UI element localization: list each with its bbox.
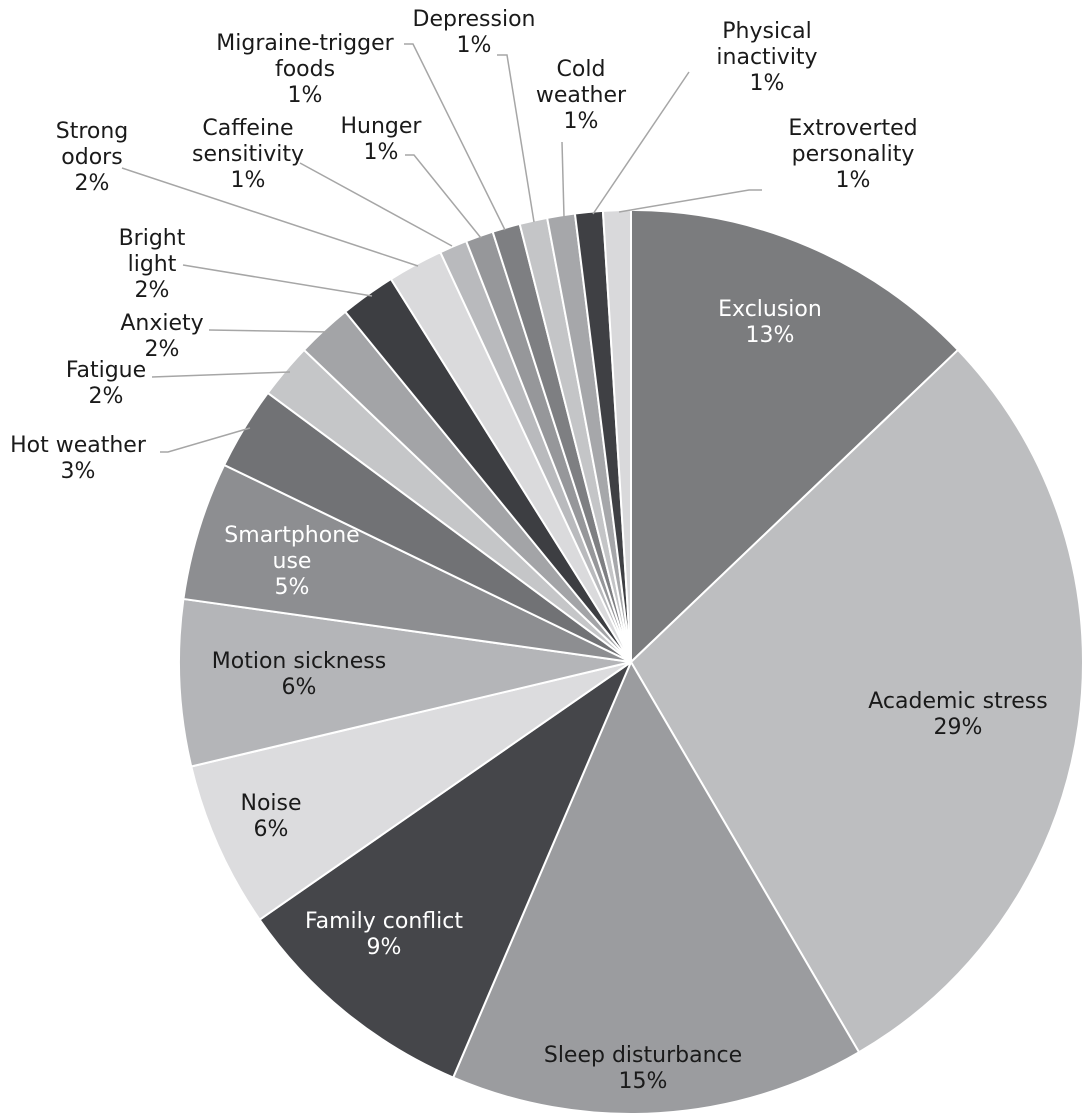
slice-name-label: Cold (557, 57, 606, 82)
pie-slice (178, 597, 632, 768)
slice-value-label: 2% (145, 337, 180, 362)
leader-lines (121, 43, 762, 453)
slice-name-label: use (273, 549, 312, 574)
slice-value-label: 9% (367, 935, 402, 960)
slice-value-label: 1% (288, 83, 323, 108)
pie-slice (630, 208, 960, 665)
slice-name-label: Physical (722, 19, 812, 44)
slice-name-label: foods (275, 57, 335, 82)
slice-name-label: Hot weather (10, 433, 147, 458)
leader-line (182, 264, 373, 297)
slice-value-label: 6% (254, 817, 289, 842)
slice-value-label: 1% (457, 33, 492, 58)
slice-value-label: 1% (364, 140, 399, 165)
slice-label: Depression 1% (413, 7, 536, 58)
slice-name-label: personality (792, 142, 915, 167)
slice-name-label: Exclusion (718, 297, 822, 322)
slice-name-label: Caffeine (202, 116, 293, 141)
leader-line (151, 371, 291, 378)
slice-label: Hot weather 3% (10, 433, 147, 484)
slice-label: Fatigue 2% (66, 358, 146, 409)
slice-label: Cold weather 1% (536, 57, 627, 134)
slice-label: Bright light 2% (119, 226, 186, 303)
slice-name-label: Fatigue (66, 358, 146, 383)
slice-value-label: 29% (934, 715, 983, 740)
slice-name-label: inactivity (716, 45, 817, 70)
slice-label: Academic stress 29% (868, 689, 1047, 740)
slice-label: Hunger 1% (341, 114, 423, 165)
slice-name-label: Hunger (341, 114, 423, 139)
slice-label: Smartphone use 5% (224, 523, 359, 600)
slice-value-label: 2% (89, 384, 124, 409)
slice-label: Physical inactivity 1% (716, 19, 817, 96)
slice-labels: Exclusion 13% Academic stress 29% Sleep dist… (10, 7, 1048, 1094)
leader-line (497, 54, 535, 223)
slice-name-label: Migraine-trigger (216, 31, 394, 56)
leader-line (299, 162, 453, 247)
slice-name-label: Bright (119, 226, 186, 251)
pie-slice (258, 659, 634, 1079)
slice-name-label: Depression (413, 7, 536, 32)
slice-name-label: Smartphone (224, 523, 359, 548)
slice-label: Anxiety 2% (120, 311, 203, 362)
slice-name-label: Extroverted (788, 116, 917, 141)
slice-value-label: 5% (275, 575, 310, 600)
leader-line (592, 71, 690, 215)
slice-label: Extroverted personality 1% (788, 116, 917, 193)
leader-line (121, 167, 419, 267)
slice-name-label: Sleep disturbance (544, 1043, 742, 1068)
slice-label: Sleep disturbance 15% (544, 1043, 742, 1094)
slice-label: Caffeine sensitivity 1% (192, 116, 304, 193)
leader-line (561, 141, 565, 218)
slice-label: Exclusion 13% (718, 297, 822, 348)
slice-label: Migraine-trigger foods 1% (216, 31, 394, 108)
slice-value-label: 6% (282, 675, 317, 700)
pie-slice (451, 659, 861, 1115)
slice-value-label: 1% (564, 109, 599, 134)
slice-value-label: 1% (750, 71, 785, 96)
slice-value-label: 2% (75, 171, 110, 196)
slice-value-label: 2% (135, 278, 170, 303)
slice-name-label: light (128, 252, 177, 277)
leader-line (618, 189, 762, 213)
leader-line (404, 43, 506, 231)
slice-name-label: weather (536, 83, 627, 108)
slice-label: Strong odors 2% (56, 119, 129, 196)
leader-line (160, 427, 251, 453)
slice-value-label: 3% (61, 459, 96, 484)
slice-label: Family conflict 9% (305, 909, 463, 960)
slice-name-label: Noise (240, 791, 301, 816)
leader-line (208, 329, 331, 333)
pie-slices (178, 208, 1083, 1115)
slice-label: Noise 6% (240, 791, 301, 842)
slice-name-label: Motion sickness (212, 649, 386, 674)
slice-value-label: 1% (836, 168, 871, 193)
slice-value-label: 13% (746, 323, 795, 348)
slice-value-label: 1% (231, 168, 266, 193)
slice-label: Motion sickness 6% (212, 649, 386, 700)
pie-slice (629, 348, 1083, 1054)
slice-name-label: sensitivity (192, 142, 304, 167)
slice-name-label: Strong (56, 119, 129, 144)
pie-slice (190, 661, 632, 922)
slice-name-label: odors (61, 145, 122, 170)
slice-value-label: 15% (619, 1069, 668, 1094)
leader-line (405, 154, 482, 239)
slice-name-label: Anxiety (120, 311, 203, 336)
slice-name-label: Family conflict (305, 909, 463, 934)
slice-name-label: Academic stress (868, 689, 1047, 714)
